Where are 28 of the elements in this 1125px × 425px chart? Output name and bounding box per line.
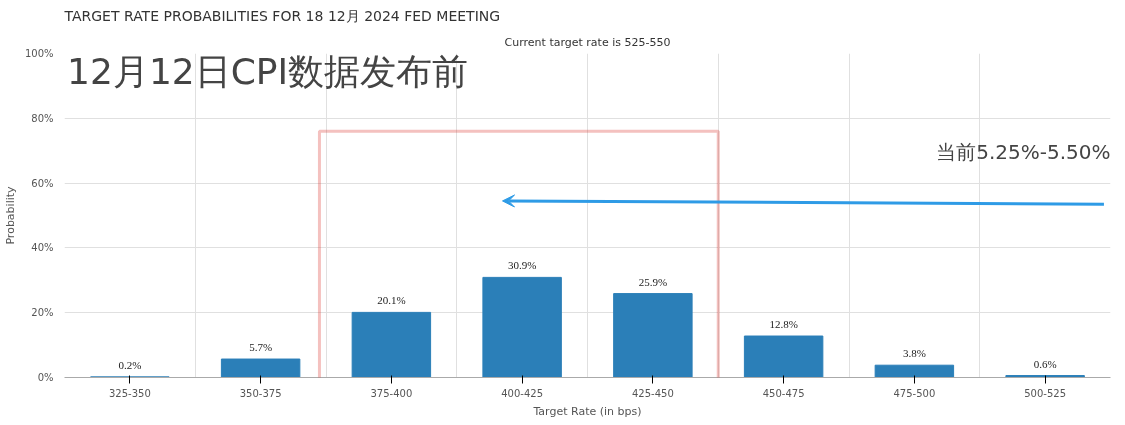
x-tick-label: 350-375 [239,387,282,399]
x-tick-label: 425-450 [631,387,674,399]
y-tick-label: 20% [31,307,54,319]
data-label: 30.9% [507,259,537,272]
data-label: 25.9% [638,275,668,288]
data-label: 0.6% [1033,357,1057,370]
data-label: 3.8% [902,347,926,360]
y-axis-title: Probability [3,185,17,245]
annotation: 当前5.25%-5.50% [936,139,1111,164]
x-tick-label: 500-525 [1024,387,1067,399]
y-tick-label: 60% [31,177,54,189]
data-label: 20.1% [377,294,406,307]
x-tick-label: 400-425 [501,387,544,399]
y-tick-label: 40% [31,242,54,254]
y-tick-label: 0% [37,372,54,383]
y-tick-label: 100% [24,48,54,59]
data-label: 5.7% [249,341,273,354]
x-tick-label: 375-400 [370,387,413,399]
chart-title: TARGET RATE PROBABILITIES FOR 18 12月 2024 FED MEETING [63,7,501,24]
x-tick-label: 325-350 [108,387,151,399]
chart-subtitle: Current target rate is 525-550 [504,35,671,49]
data-label: 0.2% [118,358,142,371]
y-tick-label: 80% [31,112,54,124]
annotation: 12月12日CPI数据发布前 [67,51,469,93]
x-axis-title: Target Rate (in bps) [532,404,642,418]
data-label: 12.8% [769,318,798,331]
x-tick-label: 475-500 [893,387,936,399]
x-tick-label: 450-475 [762,387,805,399]
